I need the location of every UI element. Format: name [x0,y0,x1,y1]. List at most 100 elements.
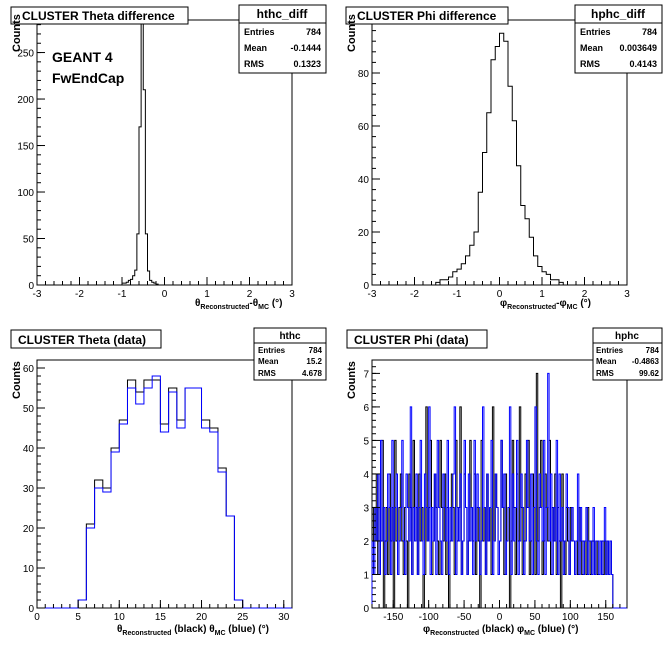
stats-box [238,4,327,74]
x-tick-label: 2 [247,289,253,300]
panel-theta-data: 0 5 10 15 20 25 30 0 10 20 30 40 50 60 CLUSTER Theta… [0,323,335,647]
x-tick-label: -150 [383,612,403,623]
histogram-layer [371,372,627,609]
y-tick-label: 250 [17,49,34,60]
stats-label: RMS [580,59,600,69]
y-tick-label: 100 [17,188,34,199]
y-tick-label: 30 [23,484,35,495]
stats-value: -0.4863 [632,357,660,366]
stats-value: 784 [306,27,321,37]
y-tick-label: 60 [23,364,35,375]
title-box [10,329,162,349]
y-tick-label: 3 [363,503,369,514]
x-tick-label: 3 [289,289,295,300]
stats-box [574,4,663,74]
y-tick-label: 0 [363,604,369,615]
chart-theta-data: 0 5 10 15 20 25 30 0 10 20 30 40 50 60 CLUSTER Theta… [10,327,327,637]
stats-label: RMS [258,369,276,378]
stats-label: Mean [580,43,603,53]
x-tick-label: 2 [582,289,588,300]
panel-phi-data: -150 -100 -50 0 50 100 150 0 1 2 3 4 5 6 7 CLUSTER Ph… [335,323,671,647]
chart-phi-data: -150 -100 -50 0 50 100 150 0 1 2 3 4 5 6 7 CLUSTER Ph… [346,327,663,637]
y-tick-label: 6 [363,403,369,414]
x-tick-label: 50 [529,612,541,623]
x-tick-label: 0 [34,612,40,623]
x-tick-label: -100 [419,612,439,623]
y-tick-label: 60 [358,122,370,133]
y-tick-label: 1 [363,570,369,581]
y-tick-label: 0 [363,281,369,292]
stats-name: hthc [279,331,301,342]
stats-name: hthc_diff [257,7,309,21]
histogram-series-black [37,379,292,609]
x-axis-label: φReconstructed (black) φMC (blue) (°) [423,624,578,637]
x-tick-label: 10 [114,612,126,623]
y-tick-label: 200 [17,95,34,106]
x-tick-label: -1 [453,289,462,300]
y-tick-label: 0 [28,604,34,615]
stats-value: 0.4143 [629,59,657,69]
title-box [345,6,509,25]
x-tick-label: 15 [155,612,167,623]
x-tick-label: 0 [162,289,168,300]
x-tick-label: 5 [75,612,81,623]
y-tick-label: 4 [363,470,369,481]
x-tick-label: 3 [624,289,630,300]
stats-label: Entries [580,27,611,37]
x-tick-label: 20 [196,612,208,623]
y-tick-label: 50 [23,235,35,246]
y-tick-label: 5 [363,436,369,447]
title-box [10,6,189,25]
y-axis: 020406080100 [352,16,380,292]
stats-label: Mean [596,357,617,366]
stats-value: 784 [646,346,660,355]
x-tick-label: 100 [562,612,579,623]
y-axis: 0 10 20 30 40 50 60 [23,359,45,615]
x-tick-label: -3 [368,289,377,300]
stats-label: RMS [244,59,264,69]
y-tick-label: 80 [358,69,370,80]
y-tick-label: 40 [23,444,35,455]
stats-value: 784 [642,27,657,37]
x-axis: 0 5 10 15 20 25 30 [34,600,293,623]
y-tick-label: 20 [358,228,370,239]
x-tick-label: -2 [75,289,84,300]
y-tick-label: 10 [23,564,35,575]
x-tick-label: -2 [410,289,419,300]
x-tick-label: 150 [597,612,614,623]
y-axis-label: Counts [11,361,23,399]
x-tick-label: 0 [497,612,503,623]
x-axis: -150 -100 -50 0 50 100 150 [371,600,628,623]
stats-value: 784 [309,346,323,355]
x-axis-label: φReconstructed-φMC (°) [500,298,591,311]
chart-title: CLUSTER Phi (data) [354,333,469,347]
title-box [346,329,488,349]
stats-value: 0.1323 [293,59,321,69]
stats-value: -0.1444 [290,43,321,53]
chart-title: CLUSTER Theta difference [22,9,175,23]
chart-title: CLUSTER Theta (data) [18,333,146,347]
stats-label: Mean [258,357,279,366]
y-tick-label: 50 [23,404,35,415]
y-tick-label: 0 [28,281,34,292]
stats-label: Entries [258,346,286,355]
stats-label: RMS [596,369,614,378]
histogram-layer [37,19,292,286]
stats-name: hphc [615,331,639,342]
histogram-layer [37,375,292,609]
stats-label: Entries [244,27,275,37]
y-axis-label: Counts [11,14,23,52]
x-tick-label: 0 [497,289,503,300]
histogram-series-blue [371,372,627,609]
annotation-geant: GEANT 4 [52,49,113,65]
x-tick-label: -3 [33,289,42,300]
y-tick-label: 40 [358,175,370,186]
x-axis: -3 -2 -1 0 1 2 3 [368,277,630,300]
y-axis: 0 50 100 150 200 250 [17,24,45,292]
y-tick-label: 2 [363,537,369,548]
x-tick-label: 25 [237,612,249,623]
y-tick-label: 150 [17,142,34,153]
x-tick-label: 30 [278,612,290,623]
annotation-fwendcap: FwEndCap [52,70,124,86]
y-tick-label: 20 [23,524,35,535]
